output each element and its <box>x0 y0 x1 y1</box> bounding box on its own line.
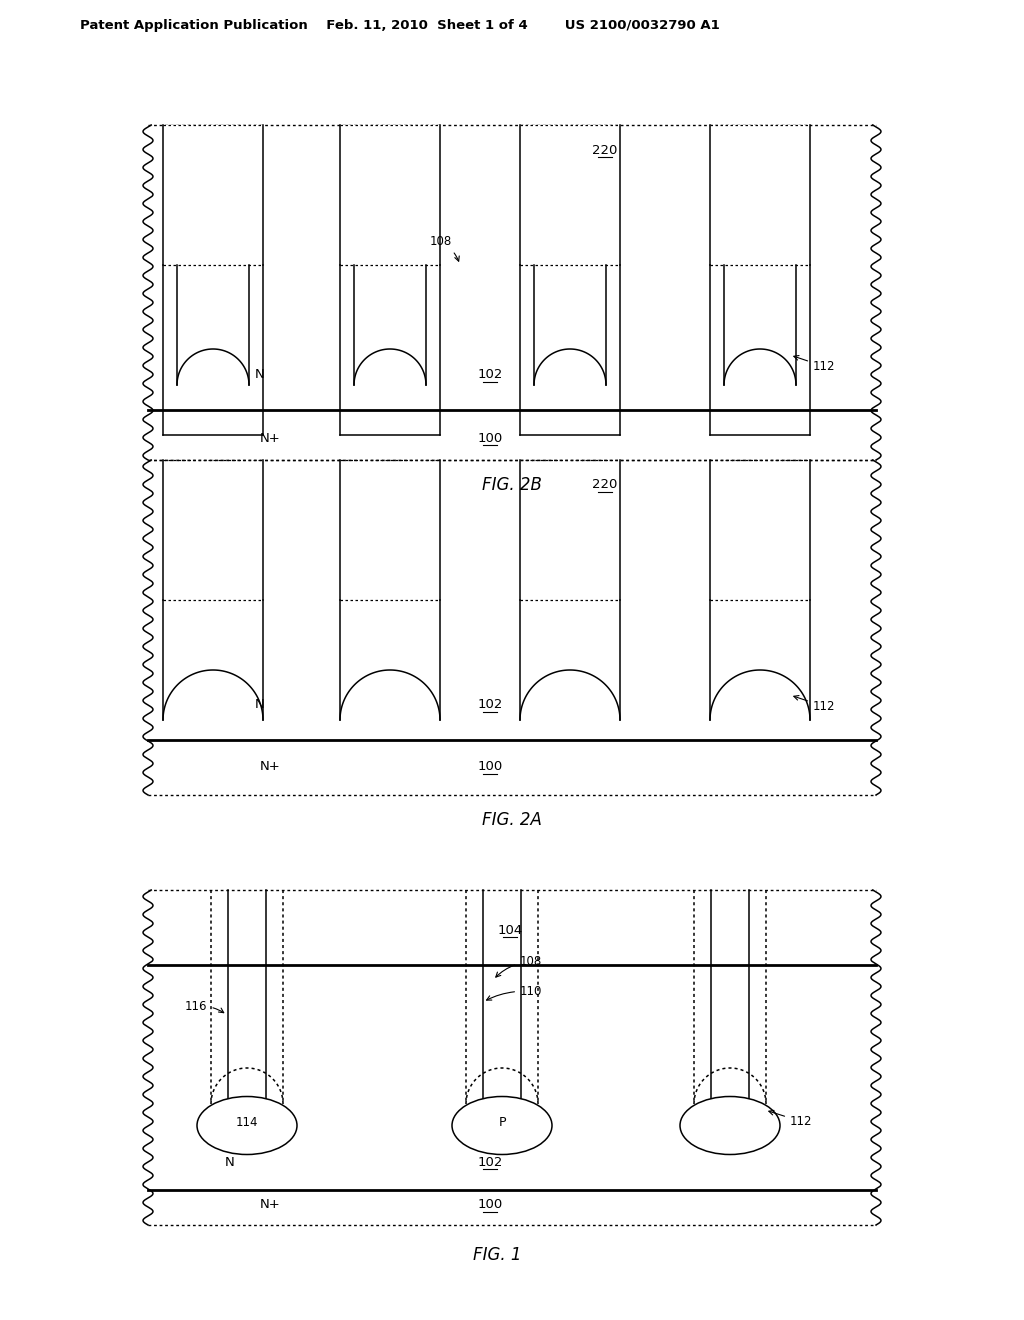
Text: N: N <box>255 368 265 381</box>
Text: 112: 112 <box>794 355 836 374</box>
Text: N: N <box>225 1155 234 1168</box>
Text: 100: 100 <box>477 1199 503 1212</box>
Text: Patent Application Publication    Feb. 11, 2010  Sheet 1 of 4        US 2100/003: Patent Application Publication Feb. 11, … <box>80 18 720 32</box>
Text: 112: 112 <box>794 696 836 713</box>
Text: 220: 220 <box>592 144 617 157</box>
Text: 104: 104 <box>498 924 522 936</box>
Text: 116: 116 <box>185 1001 223 1012</box>
Text: P: P <box>499 1115 506 1129</box>
Bar <box>520 125 620 265</box>
Ellipse shape <box>680 1097 780 1155</box>
Text: 220: 220 <box>592 479 617 491</box>
Bar <box>163 459 263 601</box>
Bar <box>340 459 440 601</box>
Text: 102: 102 <box>477 698 503 711</box>
Text: 100: 100 <box>477 432 503 445</box>
Ellipse shape <box>197 1097 297 1155</box>
Bar <box>163 125 263 265</box>
Bar <box>520 459 620 601</box>
Text: 102: 102 <box>477 368 503 381</box>
Text: FIG. 2A: FIG. 2A <box>482 810 542 829</box>
Text: N+: N+ <box>260 432 281 445</box>
Text: 108: 108 <box>430 235 459 261</box>
Text: FIG. 1: FIG. 1 <box>473 1246 521 1265</box>
Ellipse shape <box>452 1097 552 1155</box>
Text: 100: 100 <box>477 760 503 774</box>
Text: FIG. 2B: FIG. 2B <box>482 477 542 494</box>
Bar <box>710 125 810 265</box>
Text: 114: 114 <box>236 1115 258 1129</box>
Bar <box>340 125 440 265</box>
Bar <box>710 459 810 601</box>
Text: 110: 110 <box>486 985 543 1001</box>
Text: N+: N+ <box>260 760 281 774</box>
Text: N: N <box>255 698 265 711</box>
Text: 108: 108 <box>496 954 543 977</box>
Text: 102: 102 <box>477 1155 503 1168</box>
Text: N+: N+ <box>260 1199 281 1212</box>
Text: 112: 112 <box>769 1110 812 1129</box>
